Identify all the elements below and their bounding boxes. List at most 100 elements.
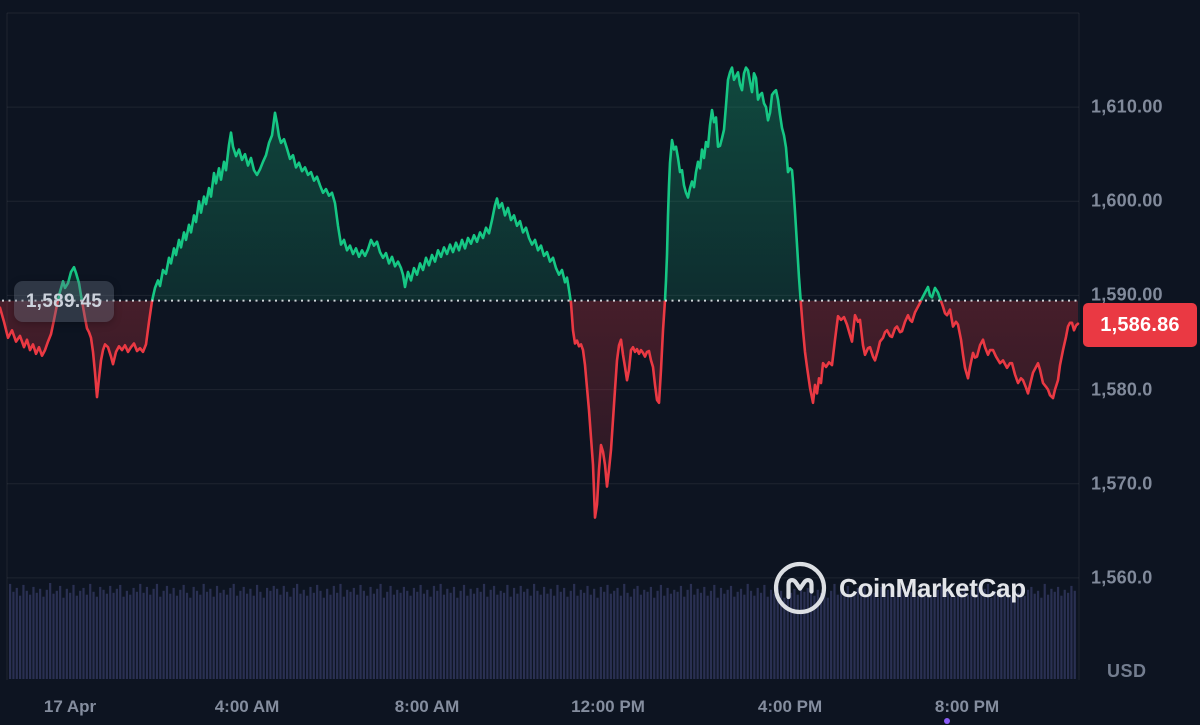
volume-bar <box>1026 589 1030 679</box>
volume-bar <box>953 596 956 679</box>
volume-bar <box>296 583 299 679</box>
volume-bar <box>199 594 202 679</box>
volume-bar <box>412 587 416 679</box>
volume-bar <box>986 583 990 679</box>
volume-bar <box>1016 592 1020 679</box>
volume-bar <box>422 593 426 679</box>
volume-bar <box>753 595 756 679</box>
volume-bar <box>983 588 986 679</box>
volume-bar <box>532 583 536 679</box>
volume-bar <box>916 595 919 679</box>
volume-bar <box>349 591 352 679</box>
volume-bar <box>703 586 706 679</box>
volume-bar <box>576 595 579 679</box>
volume-bar <box>923 592 926 679</box>
volume-bar <box>129 594 132 679</box>
volume-bar <box>69 592 72 679</box>
volume-bar <box>623 583 626 679</box>
volume-bar <box>786 585 789 679</box>
volume-bar <box>376 588 379 679</box>
volume-bar <box>553 595 556 679</box>
volume-bar <box>960 591 963 679</box>
volume-bar <box>202 583 205 679</box>
volume-bar <box>699 592 703 679</box>
volume-bar <box>35 592 38 679</box>
volume-bar <box>833 583 836 679</box>
volume-bar <box>92 591 95 679</box>
volume-bar <box>599 586 602 679</box>
volume-bar <box>663 595 666 679</box>
volume-bar <box>1066 592 1070 679</box>
volume-bar <box>59 585 62 679</box>
volume-bar <box>880 586 883 679</box>
volume-bar <box>125 590 129 679</box>
volume-bar <box>329 594 332 679</box>
volume-bar <box>893 596 896 679</box>
volume-bar <box>726 589 729 679</box>
volume-bar <box>769 589 773 679</box>
volume-bar <box>830 590 833 679</box>
volume-bar <box>442 594 446 679</box>
volume-bar <box>1023 595 1026 679</box>
volume-bar <box>910 591 913 679</box>
volume-bar <box>900 587 903 679</box>
volume-bar <box>286 591 289 679</box>
volume-bar <box>179 589 182 679</box>
volume-bar <box>603 591 606 679</box>
volume-bar <box>803 591 806 679</box>
volume-bar <box>432 585 436 679</box>
volume-bar <box>806 587 809 679</box>
volume-bar <box>846 585 849 679</box>
volume-bar <box>145 586 149 679</box>
volume-bar <box>546 593 549 679</box>
volume-bar <box>836 594 839 679</box>
volume-bar <box>796 594 799 679</box>
volume-bar <box>789 592 793 679</box>
volume-bar <box>543 586 546 679</box>
volume-bar <box>509 596 512 679</box>
volume-bar <box>593 588 596 679</box>
volume-bar <box>55 590 58 679</box>
volume-bar <box>639 594 642 679</box>
volume-bar <box>596 597 599 679</box>
volume-bar <box>265 587 269 679</box>
price-series-down-segment <box>0 300 1080 519</box>
volume-bar <box>816 589 819 679</box>
volume-bar <box>122 596 125 679</box>
volume-bar <box>249 588 252 679</box>
volume-bar <box>763 584 766 679</box>
volume-bar <box>573 583 576 679</box>
volume-bar <box>462 584 466 679</box>
volume-bar <box>115 588 118 679</box>
volume-bar <box>896 590 899 679</box>
volume-bar <box>242 586 245 679</box>
volume-bar <box>459 590 462 679</box>
volume-bar <box>182 584 185 679</box>
volume-bar <box>209 588 212 679</box>
volume-bar <box>416 591 419 679</box>
volume-bar <box>302 589 305 679</box>
volume-bar <box>372 593 375 679</box>
volume-bar <box>105 593 108 679</box>
volume-bar <box>322 597 325 679</box>
volume-bar <box>873 592 876 679</box>
volume-bar <box>52 593 55 679</box>
volume-bar <box>152 588 155 679</box>
volume-bar <box>1063 589 1066 679</box>
volume-bar <box>783 597 786 679</box>
volume-bar <box>446 588 449 679</box>
volume-bar <box>9 583 12 679</box>
volume-bar <box>42 596 45 679</box>
volume-bar <box>716 597 719 679</box>
volume-bar <box>566 596 569 679</box>
volume-bar <box>205 591 209 679</box>
volume-bar <box>749 590 753 679</box>
volume-bar <box>719 587 723 679</box>
volume-bar <box>659 584 663 679</box>
volume-bar <box>369 586 372 679</box>
volume-bar <box>269 590 272 679</box>
volume-bar <box>579 589 582 679</box>
volume-bar <box>956 585 960 679</box>
volume-bar <box>362 590 365 679</box>
